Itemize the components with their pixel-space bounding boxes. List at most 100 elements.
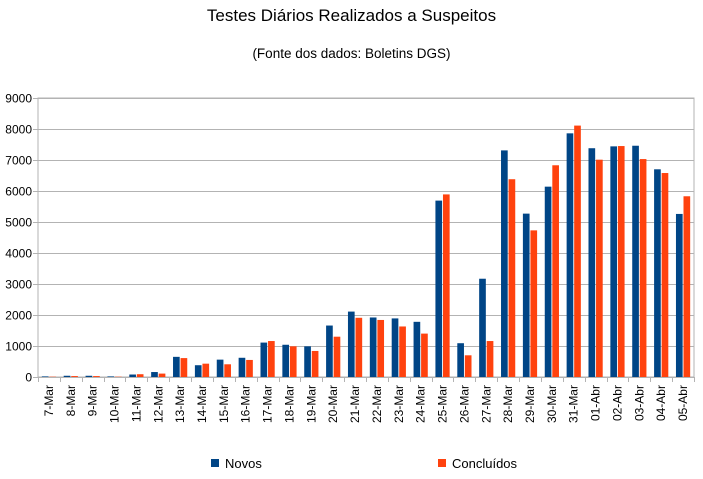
bar-novos-26-Mar bbox=[457, 343, 464, 377]
x-tick-label: 31-Mar bbox=[567, 385, 581, 423]
bar-novos-7-Mar bbox=[41, 376, 49, 377]
gridlines bbox=[37, 97, 695, 378]
legend-swatch-concluidos bbox=[438, 459, 446, 467]
bar-novos-22-Mar bbox=[369, 317, 377, 377]
y-tick-label: 7000 bbox=[5, 154, 32, 168]
bar-concludos-01-Abr bbox=[596, 159, 603, 377]
chart-title: Testes Diários Realizados a Suspeitos bbox=[206, 6, 497, 25]
bar-novos-11-Mar bbox=[129, 374, 136, 377]
x-tick-label: 10-Mar bbox=[108, 385, 122, 423]
bar-novos-24-Mar bbox=[413, 321, 421, 377]
bar-novos-01-Abr bbox=[588, 148, 596, 377]
x-tick-label: 02-Abr bbox=[610, 385, 624, 421]
x-tick-label: 13-Mar bbox=[173, 385, 187, 423]
x-tick-label: 24-Mar bbox=[414, 385, 428, 423]
bar-concludos-02-Abr bbox=[617, 146, 625, 377]
x-tick-label: 12-Mar bbox=[151, 385, 165, 423]
bar-concludos-16-Mar bbox=[246, 359, 253, 377]
x-tick-label: 18-Mar bbox=[282, 385, 296, 423]
x-tick-label: 25-Mar bbox=[436, 385, 450, 423]
bar-novos-27-Mar bbox=[479, 278, 486, 377]
legend-label-concluidos: Concluídos bbox=[452, 455, 518, 471]
bar-concludos-13-Mar bbox=[180, 358, 188, 377]
bar-concludos-27-Mar bbox=[486, 341, 494, 377]
bar-concludos-22-Mar bbox=[377, 319, 385, 377]
bar-novos-28-Mar bbox=[501, 150, 508, 377]
bar-concludos-26-Mar bbox=[464, 355, 472, 377]
bar-novos-05-Abr bbox=[675, 213, 683, 377]
bar-novos-12-Mar bbox=[151, 372, 158, 377]
bar-novos-23-Mar bbox=[391, 318, 399, 377]
x-tick-label: 27-Mar bbox=[479, 385, 493, 423]
x-tick-label: 14-Mar bbox=[195, 385, 209, 423]
bar-novos-04-Abr bbox=[654, 169, 661, 377]
bar-concludos-14-Mar bbox=[202, 363, 210, 377]
x-tick-label: 22-Mar bbox=[370, 385, 384, 423]
bar-concludos-15-Mar bbox=[224, 364, 231, 377]
bar-novos-31-Mar bbox=[566, 133, 574, 377]
bar-novos-13-Mar bbox=[173, 356, 180, 377]
bars bbox=[41, 125, 691, 377]
bar-novos-19-Mar bbox=[304, 346, 311, 377]
x-tick-label: 28-Mar bbox=[501, 385, 515, 423]
bar-concludos-31-Mar bbox=[574, 125, 581, 377]
x-tick-label: 30-Mar bbox=[545, 385, 559, 423]
bar-novos-02-Abr bbox=[610, 146, 618, 377]
legend-item-concluidos: Concluídos bbox=[438, 455, 517, 471]
x-tick-label: 23-Mar bbox=[392, 385, 406, 423]
plot-area-border bbox=[37, 97, 695, 378]
x-tick-label: 11-Mar bbox=[129, 385, 143, 422]
bar-concludos-21-Mar bbox=[355, 317, 363, 377]
x-tick-label: 01-Abr bbox=[589, 385, 603, 421]
y-tick-label: 0 bbox=[25, 371, 32, 385]
x-tick-label: 19-Mar bbox=[304, 385, 318, 423]
bar-novos-20-Mar bbox=[326, 325, 333, 377]
bar-novos-21-Mar bbox=[347, 311, 355, 377]
x-tick-label: 16-Mar bbox=[239, 385, 253, 423]
bar-concludos-20-Mar bbox=[333, 336, 341, 377]
bar-concludos-29-Mar bbox=[530, 230, 538, 377]
bar-novos-10-Mar bbox=[107, 376, 115, 377]
bar-concludos-05-Abr bbox=[683, 196, 691, 377]
bar-concludos-18-Mar bbox=[289, 346, 297, 377]
bar-concludos-25-Mar bbox=[442, 194, 450, 377]
legend-swatch-novos bbox=[211, 459, 219, 467]
bar-novos-16-Mar bbox=[238, 357, 246, 377]
bar-novos-29-Mar bbox=[522, 213, 530, 377]
x-tick-label: 21-Mar bbox=[348, 385, 362, 423]
bar-novos-8-Mar bbox=[63, 375, 71, 377]
x-tick-label: 04-Abr bbox=[654, 385, 668, 421]
y-tick-label: 8000 bbox=[5, 123, 32, 137]
bar-novos-18-Mar bbox=[282, 344, 290, 377]
legend-item-novos: Novos bbox=[211, 455, 262, 471]
bar-concludos-11-Mar bbox=[136, 374, 144, 377]
bar-novos-17-Mar bbox=[260, 342, 268, 377]
x-tick-label: 03-Abr bbox=[632, 385, 646, 421]
x-tick-label: 20-Mar bbox=[326, 385, 340, 423]
y-tick-label: 9000 bbox=[5, 92, 32, 106]
bar-concludos-19-Mar bbox=[311, 350, 319, 377]
bar-novos-15-Mar bbox=[216, 359, 224, 377]
x-tick-label: 26-Mar bbox=[457, 385, 471, 423]
x-tick-label: 15-Mar bbox=[217, 385, 231, 423]
x-tick-label: 9-Mar bbox=[86, 385, 100, 416]
axes: 0 1000 2000 3000 4000 5000 6000 7000 8000 9000 7-M… bbox=[5, 92, 695, 423]
x-tick-label: 8-Mar bbox=[64, 385, 78, 416]
bar-novos-9-Mar bbox=[85, 375, 93, 377]
y-tick-label: 3000 bbox=[5, 278, 32, 292]
y-tick-label: 6000 bbox=[5, 185, 32, 199]
x-tick-label: 05-Abr bbox=[676, 385, 690, 421]
bar-concludos-03-Abr bbox=[639, 159, 647, 377]
legend-label-novos: Novos bbox=[225, 455, 262, 471]
bar-concludos-12-Mar bbox=[158, 373, 166, 377]
x-tick-label: 17-Mar bbox=[261, 385, 275, 423]
y-tick-label: 2000 bbox=[5, 309, 32, 323]
bar-concludos-28-Mar bbox=[508, 179, 516, 377]
y-tick-label: 1000 bbox=[5, 340, 32, 354]
bar-concludos-04-Abr bbox=[661, 173, 669, 377]
bar-concludos-24-Mar bbox=[421, 333, 428, 377]
bar-novos-25-Mar bbox=[435, 200, 443, 377]
bar-novos-30-Mar bbox=[544, 186, 552, 377]
bar-concludos-9-Mar bbox=[93, 376, 100, 377]
bar-concludos-23-Mar bbox=[399, 326, 406, 377]
